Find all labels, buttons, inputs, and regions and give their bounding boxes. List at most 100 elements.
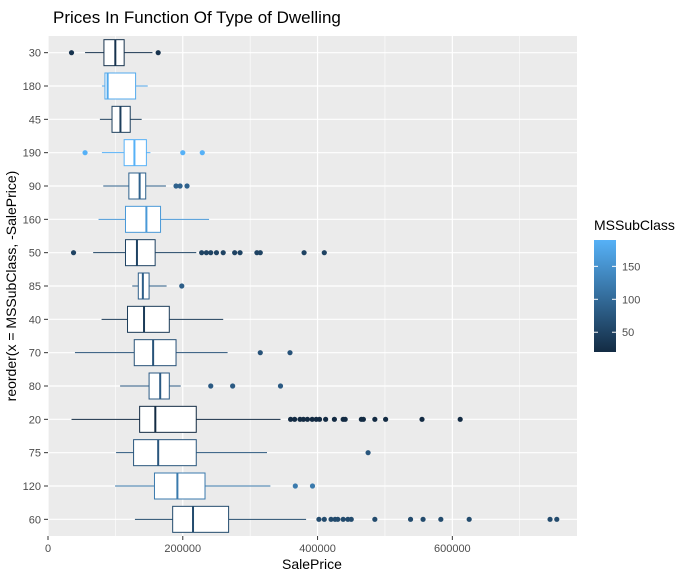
iqr-box bbox=[139, 405, 197, 433]
iqr-box bbox=[148, 372, 170, 400]
iqr-box bbox=[103, 39, 125, 67]
outlier-point bbox=[321, 250, 327, 256]
outlier-point bbox=[419, 416, 425, 422]
outlier-point bbox=[232, 250, 238, 256]
outlier-point bbox=[328, 516, 334, 522]
outlier-point bbox=[68, 50, 75, 56]
legend-colorbar bbox=[594, 240, 616, 352]
box-20 bbox=[71, 405, 463, 433]
box-45 bbox=[99, 105, 142, 133]
outlier-point bbox=[230, 383, 236, 389]
outlier-point bbox=[70, 250, 77, 256]
iqr-box bbox=[153, 472, 206, 500]
box-series bbox=[68, 39, 560, 533]
x-tick-label: 400000 bbox=[299, 543, 336, 555]
outlier-point bbox=[420, 516, 426, 522]
outlier-point bbox=[360, 416, 366, 422]
x-tick-label: 200000 bbox=[164, 543, 201, 555]
outlier-point bbox=[173, 183, 179, 189]
y-tick-label: 20 bbox=[29, 414, 41, 426]
iqr-box bbox=[128, 172, 147, 200]
legend-tick-label: 50 bbox=[622, 327, 634, 339]
outlier-point bbox=[277, 383, 284, 389]
outlier-point bbox=[180, 150, 186, 156]
box-30 bbox=[68, 39, 161, 67]
iqr-box bbox=[127, 305, 170, 333]
outlier-point bbox=[208, 250, 214, 256]
outlier-point bbox=[407, 516, 414, 522]
outlier-point bbox=[82, 150, 88, 156]
outlier-point bbox=[237, 250, 243, 256]
outlier-point bbox=[316, 516, 322, 522]
outlier-point bbox=[323, 416, 329, 422]
y-tick-label: 160 bbox=[23, 214, 41, 226]
outlier-point bbox=[220, 250, 226, 256]
y-tick-label: 30 bbox=[29, 48, 41, 60]
x-tick-label: 0 bbox=[45, 543, 51, 555]
outlier-point bbox=[300, 416, 307, 422]
y-tick-label: 190 bbox=[23, 148, 41, 160]
outlier-point bbox=[179, 283, 185, 289]
outlier-point bbox=[331, 416, 338, 422]
x-axis-title: SalePrice bbox=[282, 556, 342, 572]
outlier-point bbox=[383, 416, 389, 422]
iqr-box bbox=[133, 339, 177, 367]
box-60 bbox=[134, 505, 560, 533]
outlier-point bbox=[309, 483, 316, 489]
outlier-point bbox=[457, 416, 463, 422]
legend-title: MSSubClass bbox=[594, 217, 675, 233]
iqr-box bbox=[124, 239, 156, 267]
outlier-point bbox=[340, 516, 346, 522]
box-180 bbox=[101, 72, 148, 100]
box-75 bbox=[116, 439, 371, 467]
y-tick-label: 50 bbox=[29, 248, 41, 260]
outlier-point bbox=[547, 516, 553, 522]
outlier-point bbox=[309, 416, 315, 422]
outlier-point bbox=[372, 416, 378, 422]
box-90 bbox=[103, 172, 190, 200]
legend: MSSubClass 50 100 150 bbox=[594, 217, 675, 352]
y-tick-label: 70 bbox=[29, 348, 41, 360]
iqr-box bbox=[124, 205, 162, 233]
outlier-point bbox=[292, 416, 298, 422]
box-120 bbox=[115, 472, 316, 500]
legend-tick-label: 100 bbox=[622, 294, 640, 306]
y-tick-label: 45 bbox=[29, 114, 41, 126]
outlier-point bbox=[177, 183, 183, 189]
box-80 bbox=[120, 372, 284, 400]
outlier-point bbox=[292, 483, 298, 489]
box-40 bbox=[101, 305, 224, 333]
chart-title: Prices In Function Of Type of Dwelling bbox=[53, 8, 341, 27]
box-160 bbox=[98, 205, 210, 233]
y-axis: 30 180 45 190 90 160 50 85 40 70 80 20 75 120 60 bbox=[23, 48, 48, 526]
outlier-point bbox=[342, 416, 348, 422]
outlier-point bbox=[203, 250, 209, 256]
y-tick-label: 90 bbox=[29, 181, 41, 193]
outlier-point bbox=[213, 250, 220, 256]
box-85 bbox=[132, 272, 185, 300]
outlier-point bbox=[199, 150, 205, 156]
x-axis: 0 200000 400000 600000 bbox=[45, 536, 471, 555]
outlier-point bbox=[287, 350, 293, 356]
y-tick-label: 85 bbox=[29, 281, 41, 293]
outlier-point bbox=[301, 250, 307, 256]
iqr-box bbox=[172, 505, 230, 533]
y-tick-label: 80 bbox=[29, 381, 41, 393]
outlier-point bbox=[208, 383, 214, 389]
outlier-point bbox=[335, 516, 341, 522]
legend-tick-label: 150 bbox=[622, 261, 640, 273]
outlier-point bbox=[257, 350, 263, 356]
outlier-point bbox=[199, 250, 205, 256]
iqr-box bbox=[104, 72, 137, 100]
outlier-point bbox=[316, 416, 323, 422]
y-tick-label: 75 bbox=[29, 448, 41, 460]
y-tick-label: 60 bbox=[29, 514, 41, 526]
outlier-point bbox=[372, 516, 378, 522]
y-tick-label: 120 bbox=[23, 481, 41, 493]
outlier-point bbox=[348, 516, 354, 522]
y-tick-label: 40 bbox=[29, 314, 41, 326]
outlier-point bbox=[287, 416, 294, 422]
outlier-point bbox=[438, 516, 444, 522]
outlier-point bbox=[257, 250, 263, 256]
